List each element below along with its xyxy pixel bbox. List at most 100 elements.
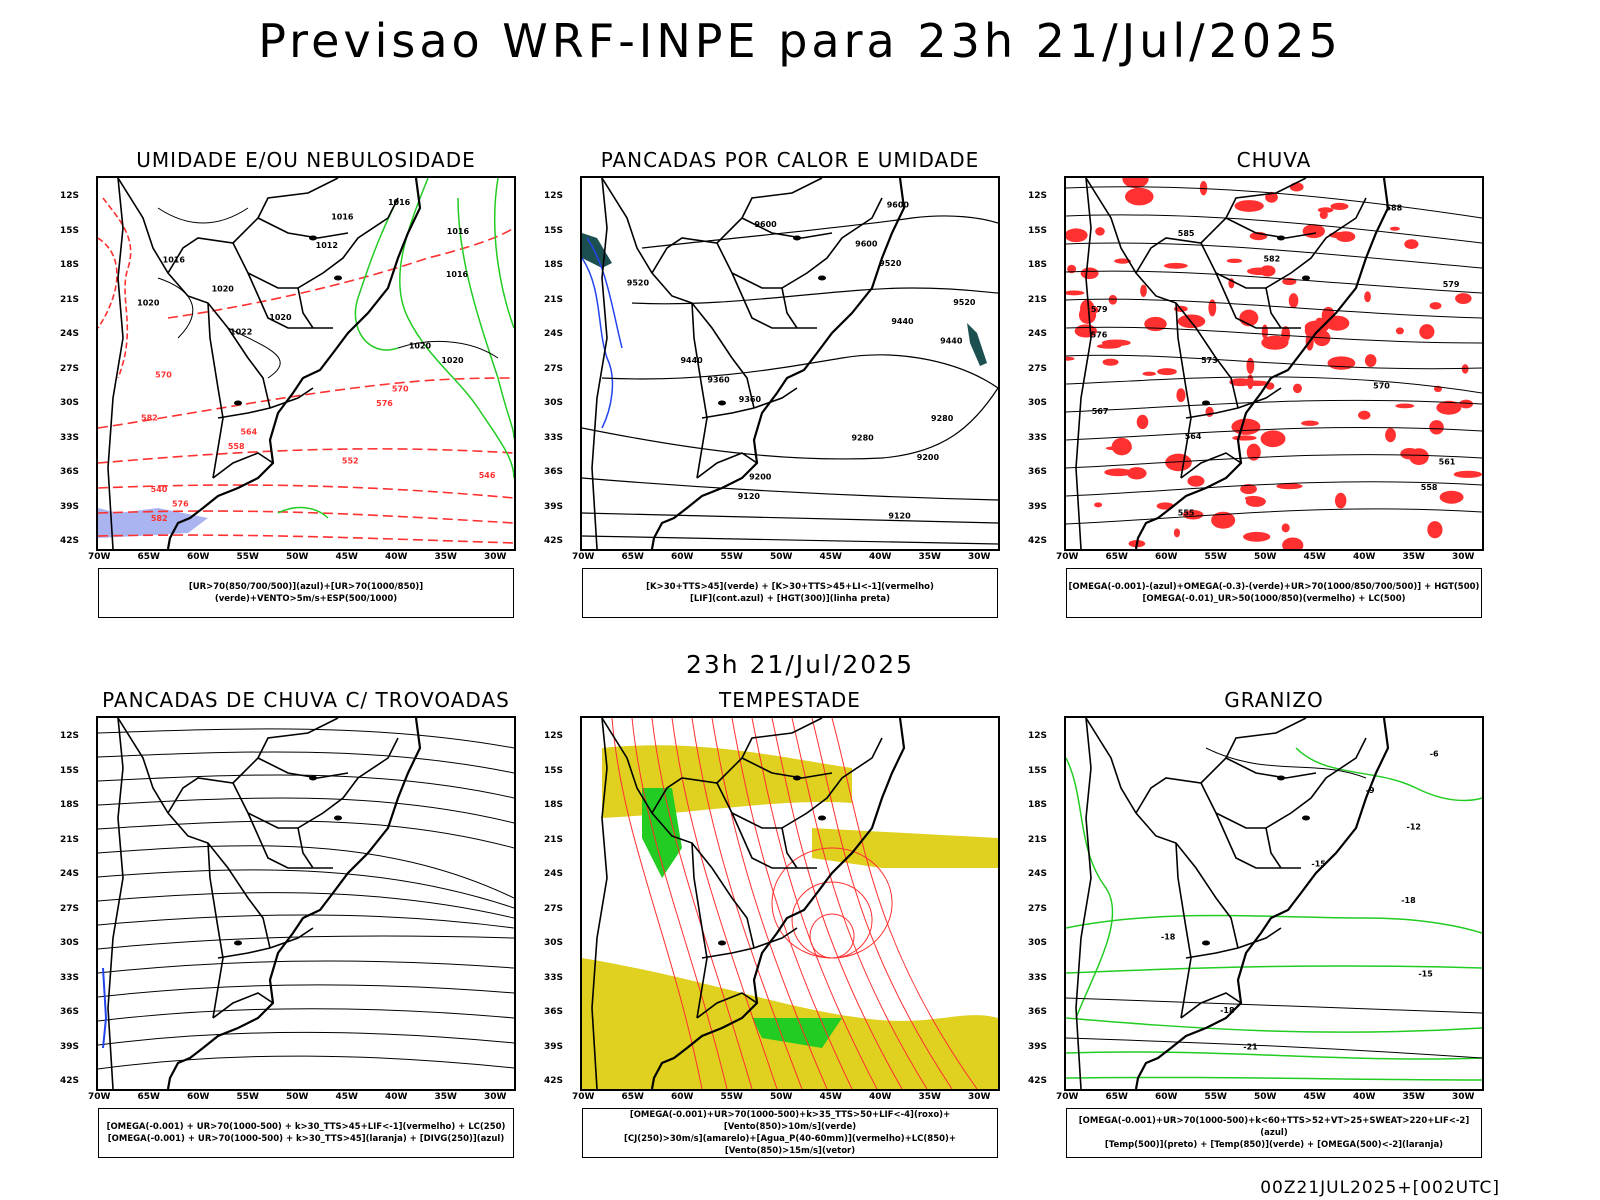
- latitude-label: 36S: [544, 1007, 564, 1017]
- contour-label: 9600: [887, 201, 910, 210]
- legend-line: [K>30+TTS>45](verde) + [K>30+TTS>45+LI<-…: [646, 582, 934, 592]
- state-border: [591, 178, 608, 549]
- lake: [334, 815, 342, 821]
- longitude-label: 35W: [1402, 552, 1425, 562]
- state-border: [691, 302, 708, 479]
- latitude-label: 33S: [60, 972, 80, 983]
- latitude-label: 18S: [1028, 260, 1048, 270]
- contour-label: 540: [151, 485, 168, 494]
- map-svg: [582, 718, 998, 1089]
- contour-label: 552: [342, 456, 359, 465]
- precip-blob: [1321, 306, 1335, 325]
- contour-line: [1066, 914, 1482, 934]
- longitude-label: 35W: [918, 1092, 941, 1102]
- latitude-label: 27S: [544, 363, 564, 374]
- state-border: [212, 452, 274, 479]
- precip-blob: [1429, 420, 1444, 435]
- longitude-label: 55W: [720, 552, 743, 562]
- legend-line: [Temp(500)](preto) + [Temp(850)](verde) …: [1104, 1140, 1444, 1150]
- contour-line: [1066, 1017, 1482, 1033]
- precip-blob: [1404, 239, 1419, 250]
- precip-blob: [1231, 418, 1261, 435]
- precip-blob: [1436, 400, 1462, 415]
- latitude-label: 24S: [60, 329, 80, 339]
- precip-blob: [1243, 531, 1271, 542]
- longitude-label: 30W: [968, 552, 991, 562]
- lake: [1202, 940, 1210, 946]
- latitude-label: 12S: [60, 731, 80, 741]
- state-border: [696, 452, 758, 479]
- contour-line: [354, 197, 399, 351]
- contour-label: 9520: [879, 259, 902, 268]
- contour-line: [98, 984, 514, 998]
- contour-line: [1066, 454, 1482, 469]
- precip-blob: [1246, 357, 1255, 375]
- longitude-label: 60W: [671, 1092, 694, 1102]
- precip-blob: [1163, 262, 1188, 269]
- state-border: [1265, 287, 1282, 329]
- longitude-label: 70W: [88, 552, 111, 562]
- contour-line: [98, 448, 514, 464]
- state-border: [651, 718, 823, 814]
- precip-blob: [1122, 178, 1149, 189]
- panel-legend: [OMEGA(-0.001)+UR>70(1000-500)+k>35_TTS>…: [582, 1108, 998, 1158]
- state-border: [207, 842, 224, 1019]
- precip-blob: [1358, 410, 1371, 420]
- contour-line: [98, 510, 514, 524]
- contour-line: [102, 197, 132, 379]
- contour-line: [98, 869, 514, 909]
- contour-line: [1066, 1076, 1482, 1081]
- state-border: [297, 827, 314, 869]
- state-border: [701, 407, 755, 419]
- longitude-label: 40W: [869, 552, 892, 562]
- longitude-label: 30W: [484, 1092, 507, 1102]
- latitude-label: 27S: [60, 363, 80, 374]
- longitude-label: 30W: [1452, 552, 1475, 562]
- map-area: 9600 9600 9600 9520 9520 9520 9440 9440 9440 9360…: [580, 176, 1000, 551]
- longitude-label: 60W: [671, 552, 694, 562]
- contour-line: [831, 718, 978, 1089]
- contour-line: [98, 484, 514, 499]
- precip-blob: [1395, 403, 1415, 409]
- state-border: [1265, 827, 1282, 869]
- panel-title: GRANIZO: [1224, 688, 1324, 712]
- contour-line: [98, 728, 514, 749]
- precip-blob: [1395, 327, 1404, 335]
- time-subtitle: 23h 21/Jul/2025: [685, 650, 915, 679]
- contour-line: [98, 960, 514, 974]
- precip-blob: [1173, 528, 1181, 538]
- longitude-label: 40W: [385, 1092, 408, 1102]
- contour-line: [397, 341, 499, 359]
- precip-blob: [1211, 511, 1236, 529]
- contour-line: [582, 535, 998, 545]
- map-svg: 9600 9600 9600 9520 9520 9520 9440 9440 9440 9360…: [582, 178, 998, 549]
- contour-line: [601, 354, 998, 389]
- precip-blob: [1111, 437, 1132, 456]
- precip-blob: [1409, 448, 1429, 466]
- contour-label: 1020: [441, 356, 464, 365]
- latitude-label: 21S: [544, 294, 564, 305]
- map-svg: 588 585 582 579 579 576 573 570 567 564 561 558 555: [1066, 178, 1482, 549]
- contour-label: 582: [151, 514, 168, 523]
- lake: [718, 940, 726, 946]
- shaded-area: [967, 323, 987, 366]
- contour-label: 9360: [739, 395, 762, 404]
- longitude-label: 55W: [236, 552, 259, 562]
- latitude-label: 24S: [544, 869, 564, 879]
- state-border: [753, 927, 798, 949]
- precip-blob: [1240, 483, 1257, 495]
- precip-blob: [1327, 356, 1356, 370]
- contour-line: [1066, 354, 1482, 370]
- contour-line: [98, 751, 514, 774]
- contour-line: [1205, 747, 1367, 779]
- longitude-label: 65W: [621, 552, 644, 562]
- state-border: [741, 757, 833, 779]
- latitude-label: 18S: [1028, 800, 1048, 810]
- longitude-label: 70W: [88, 1092, 111, 1102]
- longitude-label: 60W: [1155, 552, 1178, 562]
- precip-blob: [1288, 293, 1299, 308]
- lake: [1302, 275, 1310, 281]
- longitude-label: 45W: [819, 552, 842, 562]
- state-border: [257, 757, 349, 779]
- state-border: [691, 842, 708, 1019]
